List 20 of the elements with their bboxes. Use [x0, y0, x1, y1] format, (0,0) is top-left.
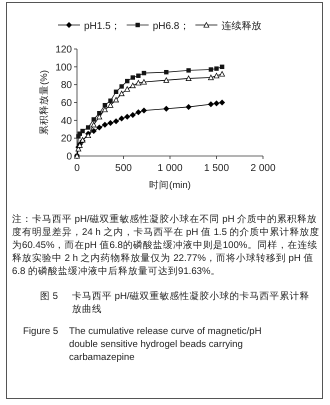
x-axis-title: 时间(min)	[149, 179, 191, 191]
y-axis-title: 累积释放量(%)	[38, 70, 50, 135]
text: 图 5 卡马西平 pH/磁双重敏感性凝胶小球的卡马西平累计释放曲线	[40, 291, 310, 315]
legend-label: pH1.5；	[84, 21, 121, 32]
x-tick-label: 1 500	[204, 163, 230, 174]
y-tick-label: 40	[60, 116, 72, 127]
y-tick-label: 0	[66, 152, 72, 162]
x-tick-label: 500	[115, 163, 132, 174]
x-tick-label: 1 000	[157, 163, 183, 174]
legend-label: 连续释放	[221, 20, 262, 32]
y-tick-label: 60	[60, 98, 72, 109]
x-tick-label: 0	[74, 163, 80, 174]
legend-label: pH6.8；	[152, 21, 190, 32]
y-tick-label: 100	[55, 62, 72, 74]
y-tick-label: 20	[60, 134, 72, 145]
y-tick-label: 120	[55, 44, 72, 56]
x-tick-label: 2 000	[250, 163, 276, 174]
caption: Figure 5 The cumulative release curve of magnetic/pH double sensitive hydrogel beads carrying carbamazepine	[23, 325, 262, 364]
text: 注：卡马西平 pH/磁双重敏感性凝胶小球在不同 pH 介质中的累积释放度有明显差异，24 h 之内，卡马西平在 pH 值 1.5 的介质中累计释放度为60.45%，而在pH 值6.8的磷酸盐缓冲液中则是100%。同样，在连续释放实验中 2 h 之内药物释放量仅为 22.77%，而将小球转移到 pH 值 6.8 的磷酸盐缓冲液中后释放量可达到91.63%。	[12, 213, 320, 278]
y-tick-label: 80	[60, 80, 72, 92]
